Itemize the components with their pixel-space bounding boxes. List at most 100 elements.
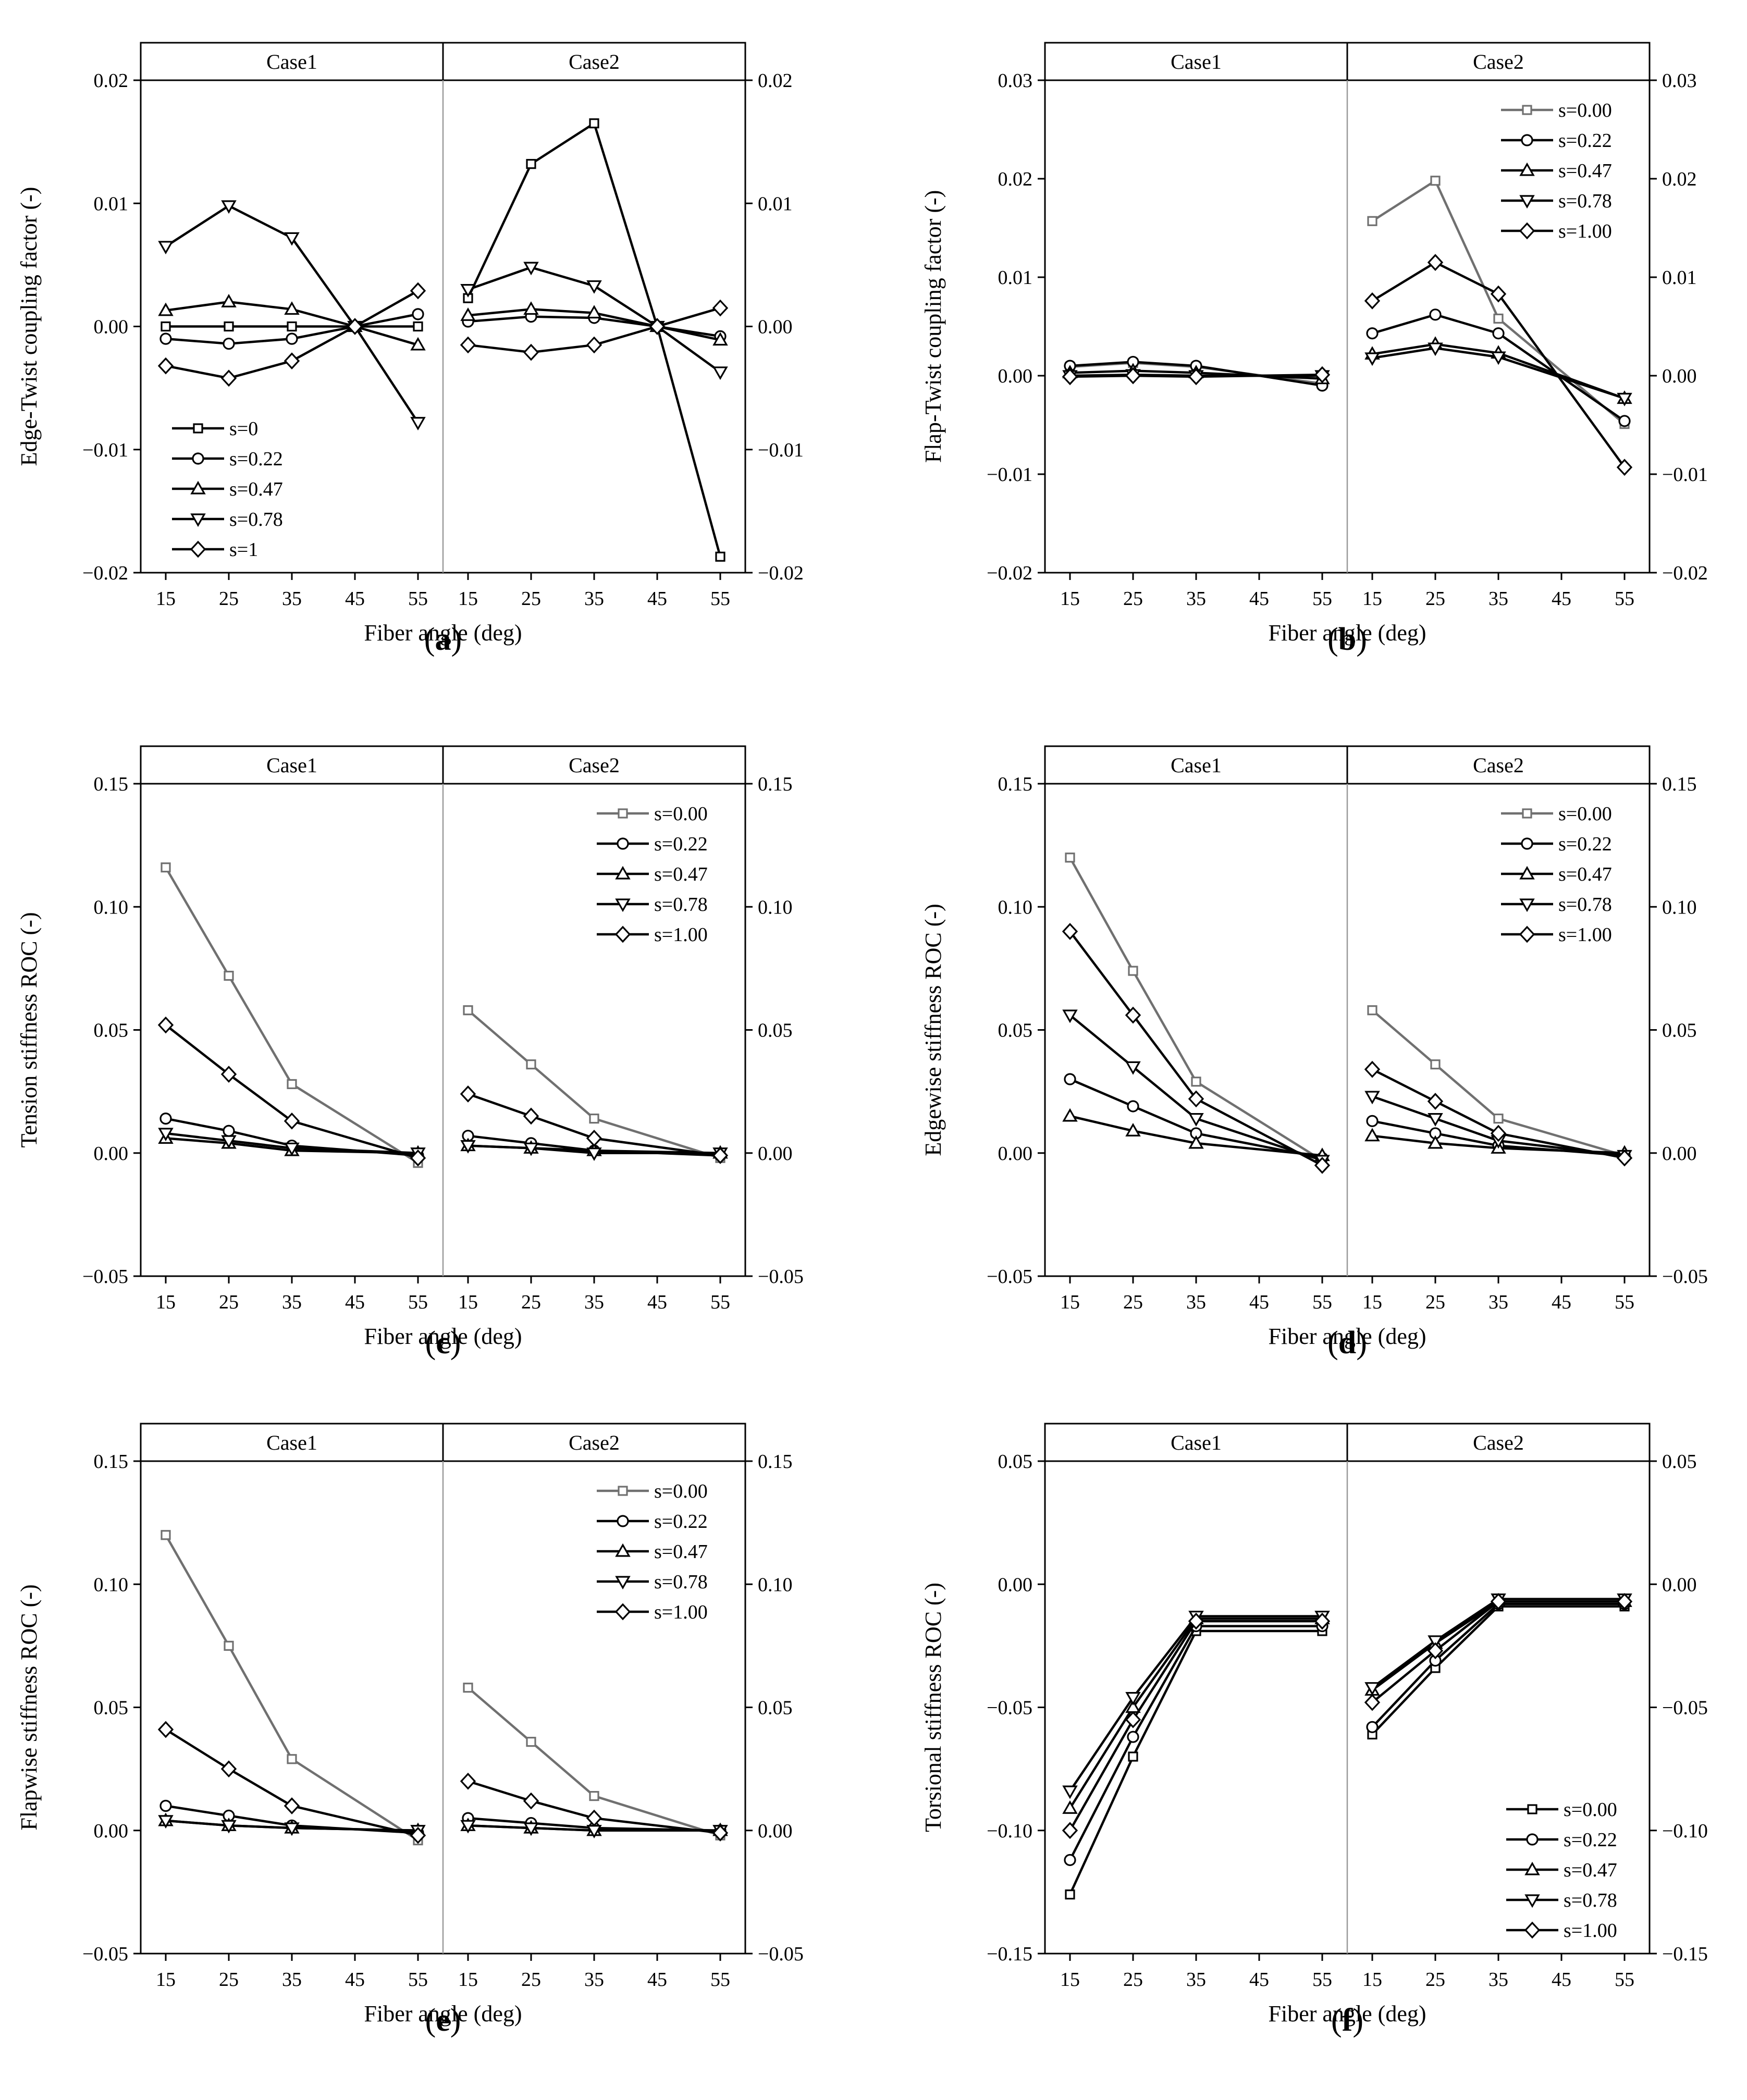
facet-label-case1: Case1 [266,50,317,73]
x-tick-label: 25 [521,1969,541,1991]
y-tick-label-left: 0.01 [94,193,129,215]
data-point [1062,1108,1078,1122]
series-line [1371,1605,1625,1736]
data-point [1366,327,1379,340]
facet-label-case2: Case2 [569,753,620,777]
legend-label: s=0.00 [1558,100,1612,121]
series-line [1069,931,1323,1167]
series-s-0-78 [158,1128,728,1161]
data-point [526,159,536,169]
caption-close-paren: ) [1352,2003,1363,2038]
legend-label: s=0.47 [654,1541,708,1563]
y-tick-label-right: 0.15 [758,773,793,795]
chart-panel-b: Case1 Case2 −0.02 −0.02 −0.01 −0.01 0.00 0.00 0.… [920,42,1708,657]
data-point [1364,1091,1380,1105]
x-axis-title: Fiber angle (deg) [1269,2001,1426,2027]
data-point [712,1147,729,1164]
data-point [158,1128,174,1142]
data-point [1188,1113,1204,1127]
x-axis-title: Fiber angle (deg) [1269,1324,1426,1349]
data-point [1366,1721,1379,1733]
caption-open-paren: ( [425,2003,436,2038]
data-point [221,1820,237,1834]
x-tick-label: 35 [584,1969,604,1991]
data-point [586,1147,602,1161]
x-tick-label: 35 [1488,1969,1508,1991]
series-line [165,1819,419,1832]
y-tick-label-right: 0.02 [1662,168,1697,190]
legend-label: s=0.00 [1558,803,1612,825]
legend-marker [1519,195,1535,209]
data-point [1364,1128,1380,1142]
series-line [165,1024,419,1159]
y-tick-label-left: 0.00 [94,316,129,338]
legend-marker [1521,134,1533,146]
legend-marker [614,1603,631,1621]
data-point [1065,853,1075,863]
legend-label: s=0.78 [1558,190,1612,212]
caption-close-paren: ) [1356,622,1367,657]
data-point [1364,1694,1381,1711]
series-line [1371,179,1626,425]
series-line [1069,857,1323,1162]
x-tick-label: 35 [1186,1291,1206,1313]
y-tick-label-left: −0.01 [82,439,128,461]
legend: s=0.00 s=0.22 s=0.47 s=0.78 s=1.00 [1506,1799,1617,1942]
y-tick-label-left: 0.00 [998,1574,1033,1596]
x-tick-label: 45 [647,1291,667,1313]
data-point [287,321,297,332]
x-tick-label: 45 [1552,588,1571,610]
data-point [1125,1061,1141,1075]
series-line [1068,1629,1322,1895]
caption-open-paren: ( [425,1325,436,1361]
data-point [157,357,174,375]
y-axis-title: Tension stiffness ROC (-) [16,912,42,1148]
data-point [1064,1854,1076,1867]
data-point [1616,1149,1633,1167]
x-tick-label: 55 [1312,1291,1332,1313]
y-tick-label-right: 0.01 [1662,267,1697,289]
data-point [460,284,476,298]
y-tick-label-right: 0.00 [1662,1143,1697,1165]
data-point [284,1822,300,1836]
data-point [523,1792,539,1810]
x-tick-label: 15 [1362,1969,1382,1991]
data-point [1062,923,1078,940]
x-tick-label: 35 [1186,1969,1206,1991]
legend-marker [190,513,206,527]
series-s-1 [157,282,729,387]
data-point [410,1149,426,1167]
data-point [712,332,728,346]
x-tick-label: 25 [1123,588,1143,610]
data-point [1428,1635,1443,1649]
x-tick-label: 25 [219,1969,239,1991]
data-point [1062,368,1078,386]
data-point [712,299,729,317]
y-tick-label-right: 0.10 [758,896,793,918]
data-point [221,200,237,214]
y-tick-label-left: 0.00 [998,1143,1033,1165]
data-point [1125,1711,1141,1728]
legend-label: s=1 [229,539,258,561]
legend-marker [615,866,631,880]
data-point [223,1125,235,1137]
x-tick-label: 55 [1312,1969,1332,1991]
data-point [1188,1135,1204,1149]
x-tick-label: 35 [1488,588,1508,610]
x-tick-label: 25 [1425,588,1445,610]
series-line [1371,261,1626,468]
legend-marker [1519,898,1535,912]
legend-label: s=1.00 [654,1601,708,1623]
legend-label: s=1.00 [654,924,708,946]
legend-label: s=0.22 [229,448,283,470]
data-point [526,1737,536,1747]
data-point [1367,216,1377,226]
x-tick-label: 55 [1615,1291,1634,1313]
series-line [1069,1115,1323,1157]
data-point [220,1066,237,1083]
x-axis-title: Fiber angle (deg) [364,1324,522,1349]
caption-open-paren: ( [424,622,435,657]
chart-panel-f: Case1 Case2 −0.15 −0.15 −0.10 −0.10 −0.05 −0.05… [920,1423,1708,2038]
legend-marker [1526,1833,1539,1846]
data-point [1062,1009,1078,1023]
